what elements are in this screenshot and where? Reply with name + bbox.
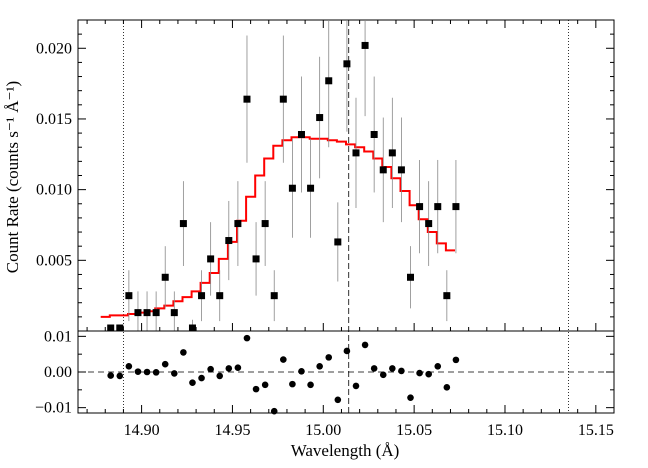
data-point: [443, 292, 451, 300]
data-point: [170, 309, 178, 317]
data-point: [207, 255, 215, 263]
residual-point: [334, 396, 342, 404]
data-point: [252, 255, 260, 263]
data-point: [234, 220, 242, 228]
residual-point: [416, 369, 423, 377]
residual-point: [325, 354, 333, 361]
residual-point: [361, 341, 369, 349]
residual-point: [180, 349, 187, 356]
y-axis-label: Count Rate (counts s⁻¹ Å⁻¹): [3, 81, 22, 273]
data-point: [198, 292, 206, 300]
data-point: [361, 41, 369, 49]
data-point: [216, 292, 224, 300]
x-tick-label: 15.00: [305, 422, 341, 439]
residual-point: [343, 347, 351, 355]
data-point: [179, 220, 187, 228]
y-tick-label: 0.020: [36, 40, 72, 57]
residual-point: [316, 362, 323, 370]
residual-y-tick-label: 0.00: [44, 364, 72, 381]
x-tick-label: 14.95: [214, 422, 250, 439]
data-point: [143, 309, 151, 317]
data-point: [243, 95, 251, 103]
residual-point: [452, 356, 460, 364]
residual-point: [234, 364, 242, 372]
residual-point: [107, 372, 115, 379]
top-panel: 0.005 0.010 0.015 0.020: [36, 19, 615, 413]
data-point: [125, 292, 133, 300]
residual-point: [425, 370, 432, 378]
residual-point: [389, 365, 396, 372]
model-histogram-line: [100, 136, 455, 318]
data-point: [279, 95, 287, 103]
data-point: [425, 220, 433, 228]
residual-point: [161, 360, 169, 368]
residual-point: [289, 380, 296, 388]
residual-point: [379, 371, 387, 379]
residual-point: [370, 365, 378, 372]
data-point: [388, 149, 396, 157]
data-point: [297, 131, 305, 139]
data-point: [352, 149, 360, 157]
data-point: [397, 166, 405, 174]
data-point: [370, 131, 378, 139]
residual-point: [307, 381, 314, 389]
residual-point: [198, 374, 205, 382]
data-point: [152, 309, 160, 317]
data-point: [316, 114, 324, 122]
data-point: [225, 237, 233, 245]
data-point: [261, 220, 269, 228]
residual-point: [125, 362, 133, 370]
data-point: [416, 203, 424, 211]
y-tick-label: 0.005: [36, 252, 72, 269]
data-point: [452, 203, 460, 211]
data-point: [270, 292, 278, 300]
residual-y-tick-label: −0.01: [35, 400, 72, 417]
x-tick-label: 15.05: [396, 422, 432, 439]
data-point: [334, 238, 342, 246]
residual-panel: 0.01 0.00 −0.01 14.90 14.95 15.00 15.05 15.10 15…: [35, 328, 615, 439]
residual-point: [261, 381, 269, 389]
data-point: [116, 324, 124, 332]
x-axis-label: Wavelength (Å): [291, 441, 400, 460]
residual-point: [252, 385, 260, 393]
residual-point: [352, 382, 360, 390]
data-point: [107, 324, 115, 332]
y-tick-label: 0.015: [36, 111, 72, 128]
residual-point: [189, 379, 196, 386]
data-point: [434, 203, 442, 211]
residual-y-tick-label: 0.01: [44, 328, 72, 345]
residual-point: [434, 362, 442, 370]
x-tick-label: 14.90: [124, 422, 160, 439]
x-tick-label: 15.10: [487, 422, 523, 439]
residual-point: [134, 368, 142, 375]
data-point: [379, 166, 387, 174]
residual-point: [152, 369, 160, 376]
x-tick-label: 15.15: [578, 422, 614, 439]
residual-point: [280, 356, 287, 363]
residual-point: [243, 334, 251, 342]
residual-point: [143, 368, 151, 376]
residual-point: [170, 370, 178, 377]
residual-point: [398, 367, 405, 375]
residual-point: [443, 384, 451, 391]
residual-point: [207, 365, 214, 373]
residual-point: [407, 394, 414, 401]
data-point: [188, 324, 196, 332]
data-point: [161, 273, 169, 281]
residual-point: [270, 407, 278, 415]
data-point: [288, 184, 296, 192]
data-point: [134, 309, 142, 317]
y-tick-label: 0.010: [36, 182, 72, 199]
residual-point: [216, 372, 224, 380]
data-point: [407, 273, 415, 281]
data-point: [307, 184, 315, 192]
residual-point: [225, 365, 233, 372]
data-point: [325, 77, 333, 85]
data-point: [343, 60, 351, 68]
residual-point: [298, 367, 305, 375]
residual-point: [116, 372, 124, 380]
